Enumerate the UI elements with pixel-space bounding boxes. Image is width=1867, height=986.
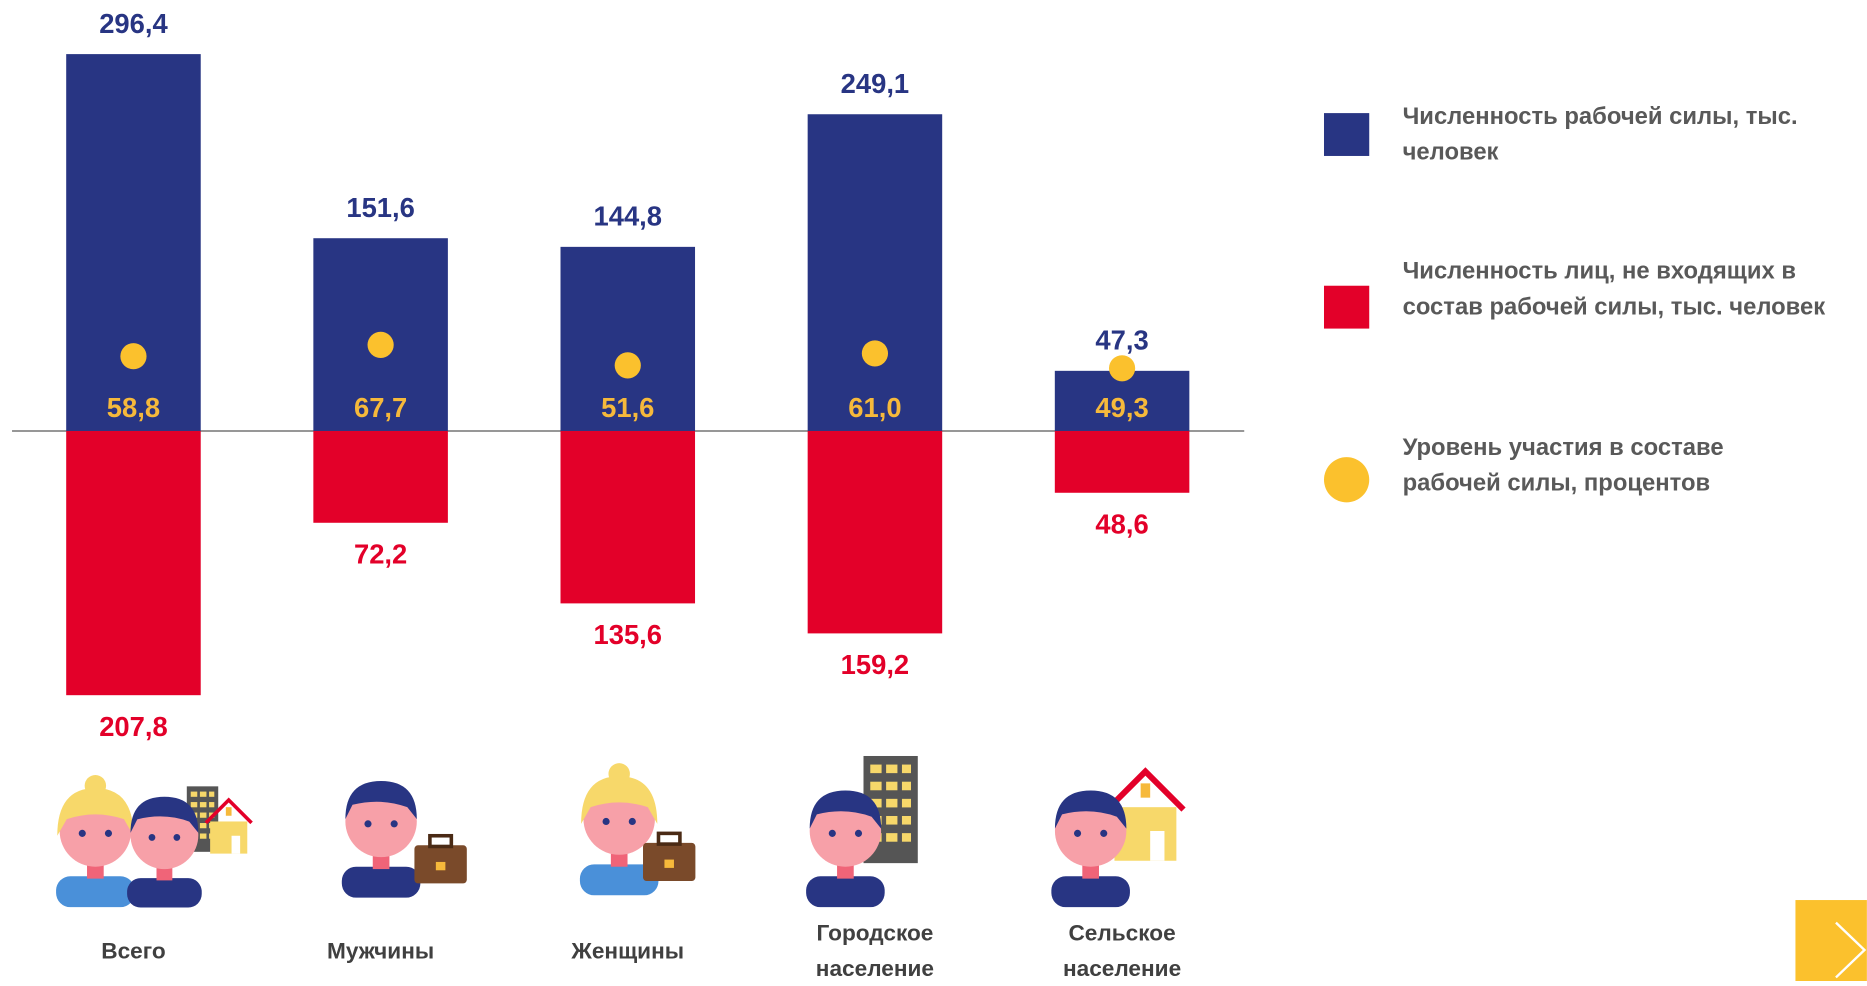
value-label: 72,2 (354, 538, 407, 569)
chart: 296,4 207,8 58,8 Всего 151,6 72,2 67,7 Мужчины 1… (0, 0, 1867, 981)
bar (808, 114, 943, 431)
legend-swatch (1324, 113, 1369, 156)
bar (1055, 431, 1190, 493)
category-label-box: Мужчины (285, 935, 475, 981)
dot (615, 352, 641, 378)
legend-label: Уровень участия в составе рабочей силы, … (1403, 430, 1820, 501)
value-label: 49,3 (1095, 392, 1148, 423)
category-label-box: Сельское население (1027, 917, 1217, 981)
dot (368, 332, 394, 358)
legend-swatch (1324, 286, 1369, 329)
legend-label: Численность рабочей силы, тыс. человек (1403, 99, 1832, 170)
value-label: 159,2 (841, 649, 910, 680)
category-label-box: Женщины (533, 935, 723, 981)
icons (56, 756, 1183, 908)
legend-text-box: Численность рабочей силы, тыс. человек (1403, 99, 1867, 218)
value-label: 48,6 (1095, 508, 1148, 539)
dot (1109, 355, 1135, 381)
category-label: Всего (38, 935, 228, 971)
value-label: 207,8 (99, 711, 168, 742)
value-label: 47,3 (1095, 324, 1148, 355)
value-label: 58,8 (107, 392, 160, 423)
legend-text-box: Численность лиц, не входящих в состав ра… (1403, 254, 1867, 373)
category-label: Женщины (533, 935, 723, 971)
value-label: 61,0 (848, 392, 901, 423)
category-label: Сельское население (1027, 917, 1217, 981)
bar (66, 54, 201, 431)
dot (862, 340, 888, 366)
category-label-box: Всего (38, 935, 228, 981)
value-label: 135,6 (594, 619, 663, 650)
value-label: 151,6 (346, 192, 415, 223)
dot (120, 343, 146, 369)
category-label: Мужчины (285, 935, 475, 971)
page: 296,4 207,8 58,8 Всего 151,6 72,2 67,7 Мужчины 1… (0, 0, 1867, 981)
category-label: Городское население (780, 917, 970, 981)
value-label: 296,4 (99, 8, 168, 39)
value-label: 67,7 (354, 392, 407, 423)
category-label-box: Городское население (780, 917, 970, 981)
next-button[interactable] (1795, 900, 1866, 981)
bar (313, 431, 448, 523)
bar (66, 431, 201, 695)
value-label: 51,6 (601, 392, 654, 423)
legend-text-box: Уровень участия в составе рабочей силы, … (1403, 430, 1867, 549)
value-label: 249,1 (841, 68, 910, 99)
value-label: 144,8 (594, 201, 663, 232)
bar (561, 431, 696, 603)
legend-swatch (1324, 457, 1369, 502)
bar (808, 431, 943, 633)
legend-label: Численность лиц, не входящих в состав ра… (1403, 254, 1867, 325)
